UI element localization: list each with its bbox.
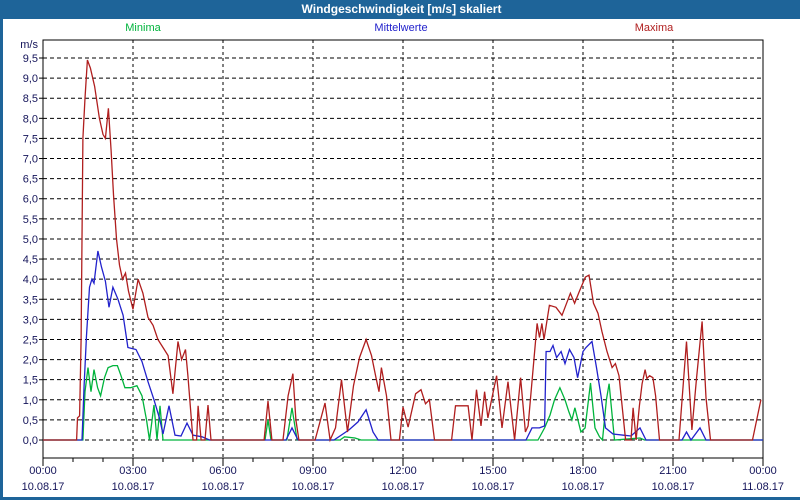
y-axis-labels: 0,0 0,5 1,0 1,5 2,0 2,5 3,0 3,5 4,0 4,5 5,0 5,5 6,0 6… [20,39,38,447]
svg-text:00:00: 00:00 [749,465,777,477]
svg-text:1,5: 1,5 [23,375,38,387]
svg-text:6,0: 6,0 [23,194,38,206]
svg-text:11.08.17: 11.08.17 [742,481,784,493]
svg-text:5,5: 5,5 [23,214,38,226]
svg-text:5,0: 5,0 [23,234,38,246]
x-axis-labels: 00:00 10.08.17 03:00 10.08.17 06:00 10.08.17 0… [22,465,784,493]
series-maxima [43,59,762,443]
vertical-gridlines [132,40,674,458]
legend-maxima: Maxima [634,22,674,34]
series-minima [43,364,763,442]
svg-text:4,5: 4,5 [23,254,38,266]
svg-text:3,5: 3,5 [23,294,38,306]
legend-mittelwerte: Mittelwerte [374,22,428,34]
svg-text:09:00: 09:00 [299,465,327,477]
svg-text:0,0: 0,0 [23,435,38,447]
svg-text:1,0: 1,0 [23,395,38,407]
svg-text:10.08.17: 10.08.17 [112,481,155,493]
svg-text:00:00: 00:00 [29,465,57,477]
svg-text:8,5: 8,5 [23,93,38,105]
svg-text:10.08.17: 10.08.17 [562,481,605,493]
svg-text:15:00: 15:00 [479,465,507,477]
legend-minima: Minima [125,22,161,34]
svg-text:2,5: 2,5 [23,334,38,346]
svg-text:8,0: 8,0 [23,113,38,125]
svg-text:7,0: 7,0 [23,154,38,166]
svg-text:10.08.17: 10.08.17 [202,481,245,493]
plot-border [42,39,764,459]
svg-text:9,5: 9,5 [23,53,38,65]
svg-text:10.08.17: 10.08.17 [472,481,515,493]
svg-text:21:00: 21:00 [659,465,687,477]
svg-text:4,0: 4,0 [23,274,38,286]
svg-text:10.08.17: 10.08.17 [22,481,65,493]
svg-text:12:00: 12:00 [389,465,417,477]
axis-ticks [39,57,764,466]
svg-text:10.08.17: 10.08.17 [652,481,695,493]
window-title: Windgeschwindigkeit [m/s] skaliert [3,0,800,19]
svg-text:7,5: 7,5 [23,133,38,145]
svg-text:10.08.17: 10.08.17 [292,481,335,493]
svg-text:3,0: 3,0 [23,314,38,326]
svg-text:6,5: 6,5 [23,174,38,186]
svg-text:06:00: 06:00 [209,465,237,477]
svg-text:9,0: 9,0 [23,73,38,85]
svg-text:10.08.17: 10.08.17 [382,481,425,493]
svg-text:0,5: 0,5 [23,415,38,427]
series-mittelwerte [43,250,763,442]
svg-text:2,0: 2,0 [23,355,38,367]
svg-text:18:00: 18:00 [569,465,597,477]
y-axis-unit: m/s [20,39,38,51]
wind-speed-chart: 0,0 0,5 1,0 1,5 2,0 2,5 3,0 3,5 4,0 4,5 5,0 5,5 6,0 6… [20,39,784,493]
svg-text:03:00: 03:00 [119,465,147,477]
